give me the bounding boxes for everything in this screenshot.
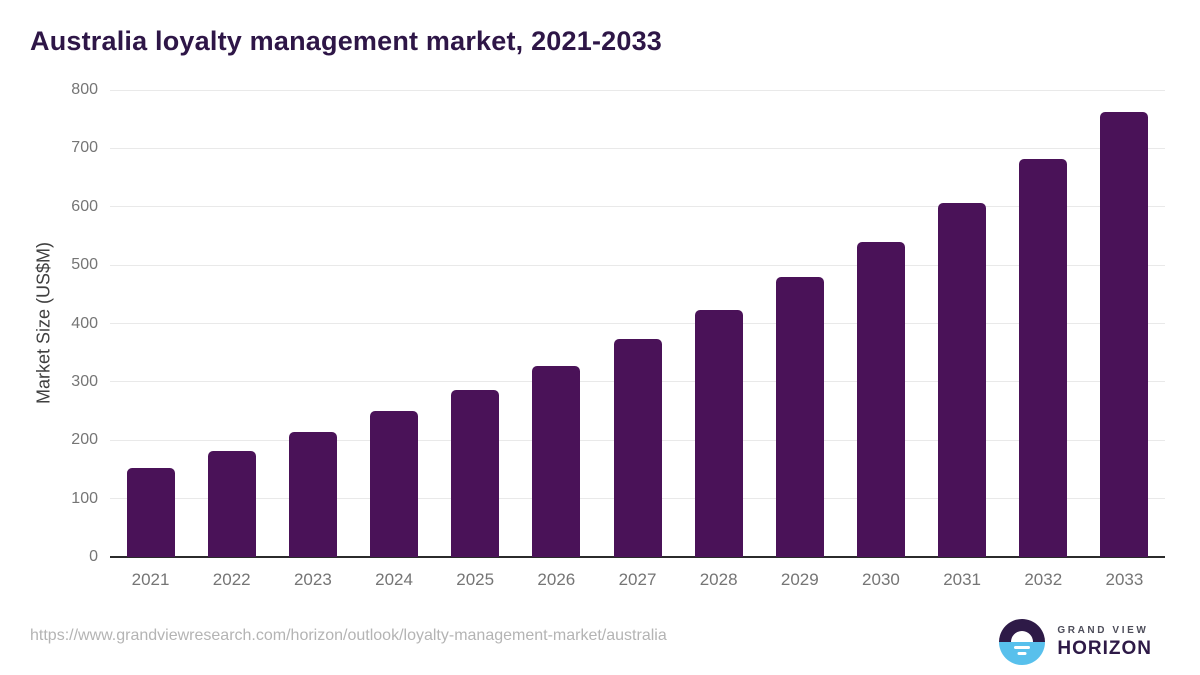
logo-wave-shape [1017,652,1027,655]
bar-2024 [370,411,419,557]
gridline-700 [110,147,1165,149]
x-tick-label-2030: 2030 [862,570,900,589]
y-tick-label-800: 800 [71,81,98,98]
horizon-sunrise-icon [999,619,1046,665]
x-tick-label-2024: 2024 [375,570,413,589]
y-tick-label-200: 200 [71,431,98,449]
bar-2025 [451,390,500,557]
brand-logo: GRAND VIEW HORIZON [999,619,1152,665]
chart-title: Australia loyalty management market, 202… [30,26,663,56]
y-tick-label-300: 300 [71,372,98,390]
bar-2028 [694,309,743,557]
x-tick-label-2023: 2023 [293,570,332,589]
y-tick-label-600: 600 [71,197,98,215]
x-axis-line [110,556,1165,558]
gridline-800 [110,89,1165,91]
bar-2031 [938,202,987,557]
x-tick-label-2033: 2033 [1105,570,1144,589]
x-tick-label-2027: 2027 [618,570,657,589]
x-tick-label-2025: 2025 [456,570,495,589]
source-url: https://www.grandviewresearch.com/horizo… [30,627,667,644]
bar-2027 [613,339,662,557]
bar-2032 [1019,158,1068,557]
logo-text: GRAND VIEW HORIZON [1057,625,1152,660]
x-tick-label-2021: 2021 [131,570,170,589]
logo-dome-shape [1011,631,1034,642]
gridline-600 [110,206,1165,208]
y-tick-label-400: 400 [71,314,98,332]
x-tick-label-2029: 2029 [780,570,819,589]
y-tick-label-700: 700 [71,139,98,157]
bar-2022 [207,451,256,557]
logo-brand-bottom: HORIZON [1057,637,1152,659]
plot-area: 0 100 200 300 400 500 600 700 800 2021 2022 2023 202… [71,81,1165,589]
x-tick-label-2031: 2031 [943,570,982,589]
x-tick-label-2022: 2022 [212,570,251,589]
bar-2026 [532,366,581,557]
gridline-400 [110,323,1165,324]
logo-wave-shape [1014,646,1031,649]
y-tick-label-500: 500 [71,256,98,274]
bar-2021 [126,468,175,557]
y-tick-label-100: 100 [71,489,98,507]
gridline-500 [110,264,1165,266]
y-tick-label-0: 0 [89,548,98,565]
bar-2023 [288,431,337,557]
bar-2033 [1100,111,1149,557]
bar-2029 [775,277,824,557]
bar-2030 [856,241,905,557]
x-tick-label-2032: 2032 [1024,570,1063,589]
x-tick-label-2028: 2028 [699,570,738,589]
logo-brand-top: GRAND VIEW [1057,624,1149,636]
x-tick-label-2026: 2026 [537,570,576,589]
